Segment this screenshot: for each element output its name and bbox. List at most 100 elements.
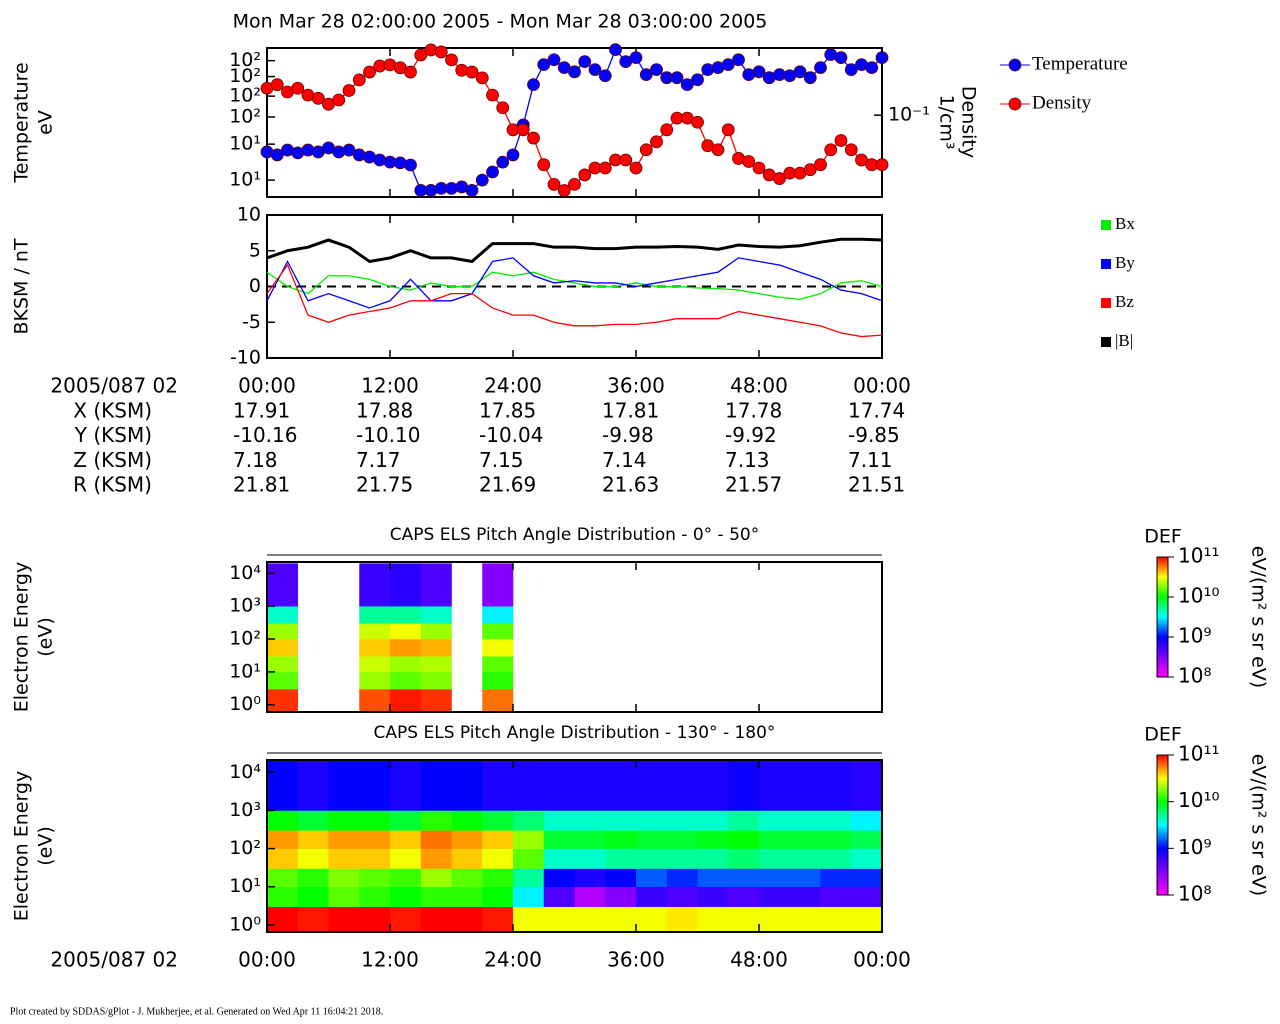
heatmap-cell xyxy=(728,906,760,933)
x-tick-label: 00:00 xyxy=(238,948,296,972)
x-tick-label: 12:00 xyxy=(361,948,419,972)
data-point xyxy=(650,63,663,77)
heatmap-cell xyxy=(451,810,483,831)
heatmap-cell xyxy=(605,886,637,907)
legend-label: By xyxy=(1115,253,1135,272)
ephemeris-value: 21.57 xyxy=(725,473,782,497)
heatmap-cell xyxy=(297,906,329,933)
colorbar-tick-label: 10⁸ xyxy=(1178,664,1211,688)
heatmap-cell xyxy=(451,848,483,869)
data-point xyxy=(670,71,684,85)
heatmap-cell xyxy=(605,830,637,849)
ephemeris-value: -10.04 xyxy=(479,423,543,447)
heatmap-cell xyxy=(359,563,391,607)
heatmap-cell xyxy=(267,671,299,690)
data-point xyxy=(578,55,592,69)
heatmap-cell xyxy=(789,906,821,933)
heatmap-cell xyxy=(851,760,883,811)
heatmap-cell xyxy=(851,886,883,907)
heatmap-cell xyxy=(420,810,452,831)
heatmap-cell xyxy=(728,830,760,849)
data-point xyxy=(752,161,766,175)
heatmap-cell xyxy=(605,760,637,811)
heatmap-cell xyxy=(543,810,575,831)
x-tick-label: 00:00 xyxy=(238,374,296,398)
heatmap-cell xyxy=(267,810,299,831)
y-tick-label: 10² xyxy=(229,49,261,71)
heatmap-cell xyxy=(851,830,883,849)
heatmap-cell xyxy=(820,760,852,811)
data-point xyxy=(639,68,653,82)
heatmap-cell xyxy=(297,760,329,811)
legend-label: Bz xyxy=(1115,292,1134,311)
heatmap-cell xyxy=(451,886,483,907)
heatmap-cell xyxy=(666,810,698,831)
heatmap-cell xyxy=(359,848,391,869)
data-point xyxy=(773,172,786,185)
heatmap-cell xyxy=(605,868,637,888)
heatmap-cell xyxy=(543,848,575,869)
heatmap-cell xyxy=(789,760,821,811)
colorbar-tick-label: 10⁸ xyxy=(1178,882,1211,906)
heatmap-cell xyxy=(574,906,606,933)
data-point xyxy=(680,78,694,92)
heatmap-cell xyxy=(390,868,422,888)
heatmap-cell xyxy=(636,868,668,888)
heatmap-cell xyxy=(328,848,360,869)
heatmap-cell xyxy=(359,638,391,657)
heatmap-cell xyxy=(267,656,299,673)
data-point xyxy=(568,177,581,191)
data-point xyxy=(732,53,745,67)
heatmap-cell xyxy=(420,656,452,673)
heatmap-cell xyxy=(574,810,606,831)
data-point xyxy=(629,51,643,65)
page-title: Mon Mar 28 02:00:00 2005 - Mon Mar 28 03… xyxy=(233,11,768,33)
data-point xyxy=(609,43,622,57)
heatmap-cell xyxy=(820,830,852,849)
heatmap-cell xyxy=(820,810,852,831)
heatmap-cell xyxy=(482,760,514,811)
y-tick-label: 10⁰ xyxy=(229,913,261,935)
data-point xyxy=(844,63,858,77)
heatmap-cell xyxy=(390,848,422,869)
heatmap-cell xyxy=(636,760,668,811)
y-axis-unit: eV xyxy=(35,110,57,135)
heatmap-cell xyxy=(482,810,514,831)
heatmap-cell xyxy=(390,830,422,849)
data-point xyxy=(537,58,551,71)
heatmap-cell xyxy=(267,848,299,869)
data-point xyxy=(660,123,674,137)
heatmap-cell xyxy=(267,868,299,888)
heatmap-cell xyxy=(574,868,606,888)
heatmap-cell xyxy=(482,848,514,869)
series-line xyxy=(266,263,883,338)
heatmap-cell xyxy=(574,830,606,849)
ephemeris-value: 7.18 xyxy=(233,448,278,472)
y-tick-label: 0 xyxy=(249,275,261,297)
y-tick-label: 10¹ xyxy=(229,169,261,191)
heatmap-cell xyxy=(420,606,452,624)
heatmap-cell xyxy=(482,563,514,607)
y-tick-label: 10¹ xyxy=(229,875,261,897)
heatmap-cell xyxy=(482,623,514,640)
x-tick-label: 24:00 xyxy=(484,948,542,972)
data-point xyxy=(568,65,581,79)
heatmap-cell xyxy=(267,563,299,607)
data-point xyxy=(486,165,499,179)
chart-title: CAPS ELS Pitch Angle Distribution - 0° -… xyxy=(390,525,759,545)
data-point xyxy=(721,123,735,137)
data-point xyxy=(814,61,827,74)
ephemeris-value: -10.16 xyxy=(233,423,297,447)
heatmap-cell xyxy=(297,830,329,849)
heatmap-cell xyxy=(482,830,514,849)
heatmap-cell xyxy=(543,830,575,849)
heatmap-cell xyxy=(513,848,545,869)
y-tick-label: -5 xyxy=(242,311,261,333)
heatmap-cell xyxy=(328,906,360,933)
heatmap-cell xyxy=(390,906,422,933)
heatmap-cell xyxy=(359,689,391,713)
data-point xyxy=(270,78,284,92)
heatmap-cell xyxy=(451,830,483,849)
legend-swatch xyxy=(1101,220,1111,230)
ephemeris-label: X (KSM) xyxy=(73,399,152,423)
